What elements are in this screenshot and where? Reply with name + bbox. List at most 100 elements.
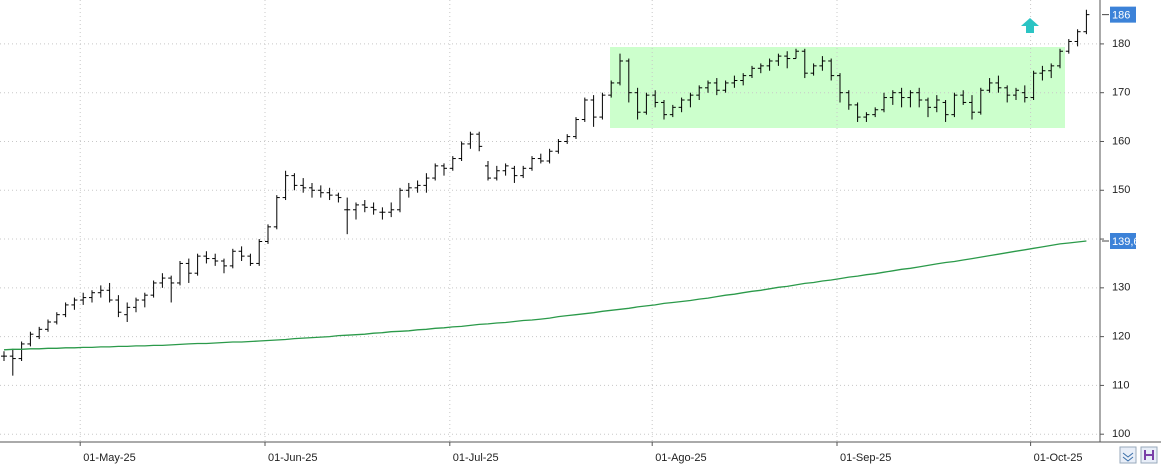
last-value-box: 186 [1110,6,1136,23]
ohlc-bar [731,75,738,88]
ohlc-bar [1048,63,1055,79]
y-tick-label: 120 [1112,331,1130,343]
ohlc-bar [705,80,711,93]
ohlc-bar [740,73,747,86]
ohlc-bar [828,58,835,81]
ohlc-bar [309,182,315,198]
ohlc-bar [1074,29,1081,47]
ohlc-bar [652,90,659,108]
ohlc-bar [696,85,703,101]
ohlc-bar [995,75,1002,93]
ohlc-bar [713,78,720,96]
ohlc-bar [194,253,201,276]
ohlc-bar [749,65,755,79]
ohlc-bar [925,97,931,118]
ohlc-bar [1083,9,1090,35]
last-value-bg [1110,233,1136,250]
ohlc-bar [1057,48,1063,69]
ohlc-bar [97,285,104,298]
ohlc-bar [124,302,131,322]
ohlc-bar [1039,65,1046,81]
ohlc-bar [863,112,870,122]
ohlc-bar [458,141,465,161]
ohlc-bar [837,73,843,103]
ohlc-bar [757,63,764,74]
moving-average-line [3,240,1087,351]
ohlc-bar [643,92,650,115]
ohlc-bar [361,200,368,213]
highlight-zone [610,47,1065,128]
ohlc-bar [115,295,122,318]
ohlc-bar [441,163,447,176]
ohlc-bar [300,178,307,193]
ohlc-bar [344,197,351,235]
ohlc-bar [449,156,456,171]
ohlc-bar [898,87,905,108]
x-tick-label: 01-Oct-25 [1034,452,1083,464]
ohlc-bar [969,95,975,120]
ohlc-bar [273,195,280,230]
ohlc-bar [546,148,553,164]
ohlc-bar [36,326,43,340]
ohlc-bar [986,78,993,93]
ohlc-bar [722,80,729,93]
ohlc-bar [775,53,782,66]
last-value-label: 139,6 [1112,236,1140,248]
ohlc-bar [942,100,949,122]
signal-arrow [1021,18,1039,33]
ohlc-bar [520,165,527,179]
y-tick-label: 160 [1112,135,1130,147]
ohlc-bar [1013,87,1019,101]
ohlc-bar [881,92,887,113]
ohlc-bar [511,165,518,183]
ohlc-bar [678,97,685,113]
y-tick-label: 100 [1112,428,1130,440]
ohlc-bar [476,131,483,152]
ohlc-bar [687,92,694,108]
ohlc-bar [1065,39,1072,54]
ohlc-bar [141,292,148,308]
ohlc-bar [18,341,25,362]
ohlc-bar [819,56,826,71]
ohlc-bar [502,163,509,176]
y-tick-label: 150 [1112,184,1130,196]
ohlc-bar [581,97,588,122]
last-value-box: 139,6 [1110,233,1140,250]
ohlc-bar [256,239,263,266]
ohlc-bar [89,290,95,303]
ohlc-bar [784,51,791,69]
ohlc-bar [168,275,175,303]
ohlc-bar [625,58,632,103]
ohlc-bar [291,173,298,191]
ohlc-bar [599,92,606,120]
ohlc-bar [185,258,192,283]
ohlc-bar [1021,85,1028,103]
ohlc-bar [907,90,914,108]
ohlc-bar [27,331,34,347]
ohlc-bar [951,92,958,118]
ohlc-bar [529,156,535,171]
ohlc-bar [335,192,342,203]
ohlc-bar [1004,85,1011,103]
x-tick-label: 01-Jul-25 [453,452,499,464]
ohlc-bar [53,312,60,325]
zoom-button[interactable] [1119,446,1137,464]
ohlc-bar [617,53,623,86]
ohlc-bar [221,258,227,274]
ohlc-bar [150,280,157,298]
ohlc-bar [282,170,289,201]
ohlc-bar [916,87,923,108]
last-value-label: 186 [1112,10,1130,22]
ohlc-bar [467,131,474,149]
ohlc-bar [432,163,439,181]
x-tick-label: 01-Jun-25 [268,452,318,464]
ohlc-bar [203,251,210,264]
ohlc-bar [370,202,377,215]
ohlc-bar [960,90,967,105]
ohlc-bar [872,107,879,118]
ohlc-bar [62,302,69,318]
y-tick-label: 130 [1112,282,1130,294]
ohlc-bar [317,185,324,198]
